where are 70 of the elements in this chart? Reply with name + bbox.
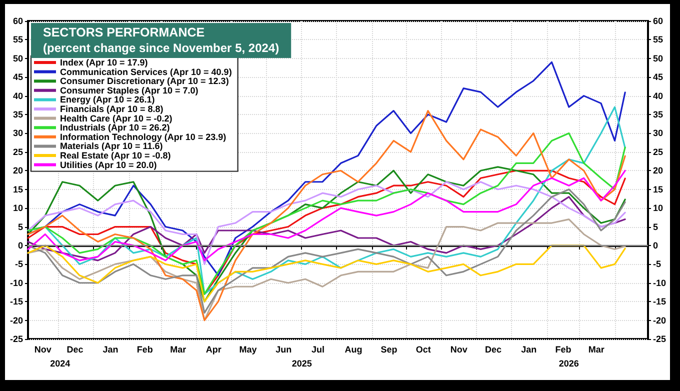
x2-tick-label: 2024 xyxy=(50,358,70,368)
x-tick-label: Dec xyxy=(66,344,84,354)
y2-tick-label: 35 xyxy=(653,110,664,120)
x-tick-label: Feb xyxy=(136,344,154,354)
legend-label: Information Technology (Apr 10 = 23.9) xyxy=(60,132,226,142)
y-tick-label: 5 xyxy=(18,222,23,232)
y2-tick-label: 25 xyxy=(653,146,664,157)
x2-tick-label: 2026 xyxy=(558,358,579,368)
y2-tick-label: 20 xyxy=(653,166,664,176)
x-tick-label: Mar xyxy=(170,344,187,354)
x-tick-label: May xyxy=(239,344,257,354)
x-tick-label: Dec xyxy=(485,344,502,354)
y-tick-label: -15 xyxy=(10,296,23,307)
legend-label: Consumer Discretionary (Apr 10 = 12.3) xyxy=(60,76,229,86)
x-tick-label: Jun xyxy=(276,344,292,354)
y-tick-label: 10 xyxy=(12,203,23,214)
x-tick-label: Feb xyxy=(555,344,572,354)
y2-tick-label: -25 xyxy=(653,334,666,344)
y-tick-label: 50 xyxy=(12,53,23,64)
y-tick-label: 30 xyxy=(12,128,23,138)
x-tick-label: Aug xyxy=(344,344,362,354)
x-tick-label: Apr xyxy=(206,344,222,354)
y2-tick-label: 30 xyxy=(653,128,664,138)
y2-tick-label: -10 xyxy=(653,278,666,288)
y2-tick-label: 0 xyxy=(653,240,658,250)
legend-label: Health Care (Apr 10 = -0.2) xyxy=(60,113,172,124)
y2-tick-label: -15 xyxy=(653,296,666,307)
x-tick-label: Jan xyxy=(102,344,118,354)
y-tick-label: 40 xyxy=(12,90,23,101)
x-tick-label: Sep xyxy=(380,344,398,354)
y-tick-label: -25 xyxy=(10,334,23,344)
x-tick-label: Mar xyxy=(588,344,605,354)
legend-label: Consumer Staples (Apr 10 = 7.0) xyxy=(60,85,198,96)
y-tick-label: -10 xyxy=(10,278,23,288)
y2-tick-label: 60 xyxy=(653,16,664,26)
x-tick-label: Oct xyxy=(416,344,431,354)
legend-label: Financials (Apr 10 = 8.8) xyxy=(60,104,164,114)
y2-tick-label: 55 xyxy=(653,34,664,45)
y2-tick-label: 45 xyxy=(653,72,664,82)
y2-tick-label: 15 xyxy=(653,184,664,194)
x-tick-label: Nov xyxy=(34,344,52,354)
y-tick-label: 15 xyxy=(12,184,23,194)
x-tick-label: Jul xyxy=(311,344,324,354)
y-tick-label: 20 xyxy=(12,166,23,176)
x2-tick-label: 2025 xyxy=(292,358,312,368)
y-tick-label: -20 xyxy=(10,315,23,326)
y2-tick-label: 5 xyxy=(653,222,658,232)
legend-label: Utilities (Apr 10 = 20.0) xyxy=(60,160,157,170)
y-tick-label: 45 xyxy=(12,72,23,82)
y2-tick-label: -20 xyxy=(653,315,666,326)
legend-label: Communication Services (Apr 10 = 40.9) xyxy=(60,66,232,77)
legend-label: Materials (Apr 10 = 11.6) xyxy=(60,141,163,152)
y-tick-label: -5 xyxy=(14,259,23,270)
x-tick-label: Jan xyxy=(521,344,537,354)
y-tick-label: 55 xyxy=(12,34,23,45)
legend-label: Real Estate (Apr 10 = -0.8) xyxy=(60,150,171,160)
legend-label: Industrials (Apr 10 = 26.2) xyxy=(60,122,170,133)
y-tick-label: 60 xyxy=(12,16,23,26)
y2-tick-label: 50 xyxy=(653,53,664,64)
x-tick-label: Nov xyxy=(450,344,468,354)
y2-tick-label: 10 xyxy=(653,203,664,214)
legend-label: Index (Apr 10 = 17.9) xyxy=(60,58,148,68)
text: (percent change since November 5, 2024) xyxy=(43,41,280,55)
y-tick-label: 35 xyxy=(12,110,23,120)
y-tick-label: 25 xyxy=(12,146,23,157)
y-tick-label: 0 xyxy=(18,240,23,250)
y2-tick-label: 40 xyxy=(653,90,664,101)
chart-title: SECTORS PERFORMANCE xyxy=(43,26,205,40)
y2-tick-label: -5 xyxy=(653,259,662,270)
legend-label: Energy (Apr 10 = 26.1) xyxy=(60,94,155,105)
